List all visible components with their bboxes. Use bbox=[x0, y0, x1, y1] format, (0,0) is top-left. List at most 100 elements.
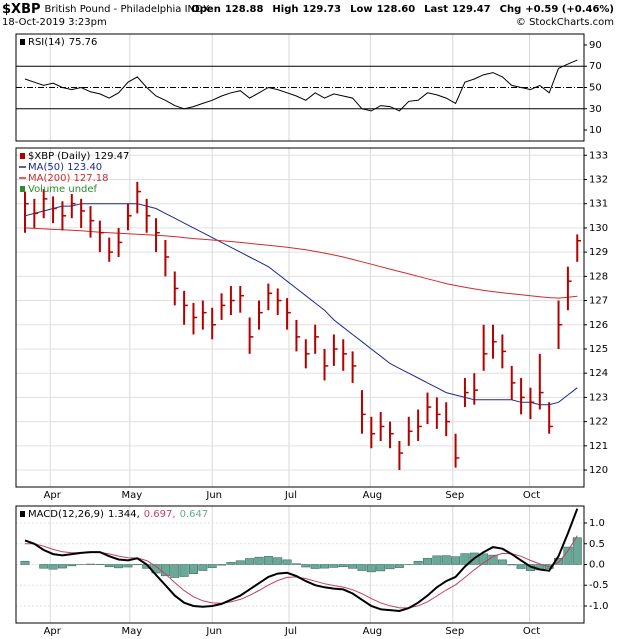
histogram-bar bbox=[273, 557, 283, 565]
histogram-bar bbox=[39, 564, 49, 569]
histogram-bar bbox=[320, 564, 329, 569]
moving-average bbox=[24, 203, 578, 406]
legend-entry: $XBP (Daily) 129.47 bbox=[28, 151, 129, 162]
histogram-bar bbox=[235, 560, 245, 565]
y-tick-label: 10 bbox=[589, 125, 602, 136]
x-tick-label: Jul bbox=[284, 490, 297, 501]
y-tick-label: 0.5 bbox=[589, 539, 605, 550]
x-tick-label: Oct bbox=[523, 626, 540, 637]
y-tick-label: 90 bbox=[589, 40, 602, 51]
y-tick-label: 50 bbox=[589, 83, 602, 94]
y-tick-label: 130 bbox=[589, 223, 608, 234]
histogram-bar bbox=[432, 555, 442, 565]
histogram-bar bbox=[394, 564, 404, 568]
legend-name: MA(50) 123.40 bbox=[28, 162, 102, 173]
x-tick-label: Oct bbox=[523, 490, 540, 501]
instrument-name: British Pound - Philadelphia INDX bbox=[45, 4, 210, 15]
y-tick-label: 0.0 bbox=[589, 560, 605, 571]
histogram-bar bbox=[291, 563, 301, 565]
legend-marker bbox=[20, 153, 25, 159]
y-tick-label: -1.0 bbox=[589, 601, 609, 612]
legend-marker bbox=[20, 186, 25, 192]
histogram-bar bbox=[179, 564, 189, 577]
legend-name: MACD(12,26,9) bbox=[28, 509, 104, 520]
y-tick-label: 122 bbox=[589, 417, 608, 428]
histogram-bar bbox=[413, 561, 423, 565]
legend-entry: MACD(12,26,9) 1.344, 0.697, 0.647 bbox=[28, 509, 208, 520]
y-tick-label: 132 bbox=[589, 174, 608, 185]
y-tick-label: 127 bbox=[589, 296, 608, 307]
date: 18-Oct-2019 3:23pm bbox=[2, 17, 107, 28]
y-tick-label: 70 bbox=[589, 61, 602, 72]
histogram-bar bbox=[385, 564, 395, 570]
quote: Open 128.88 High 129.73 Low 128.60 Last 129.47 C… bbox=[191, 4, 614, 15]
x-tick-label: Apr bbox=[44, 490, 62, 501]
histogram-bar bbox=[48, 564, 58, 570]
histogram-bar bbox=[338, 564, 348, 568]
y-tick-label: 120 bbox=[589, 465, 608, 476]
y-tick-label: 133 bbox=[589, 150, 608, 161]
histogram-bar bbox=[497, 559, 507, 565]
legend-entry: MA(200) 127.18 bbox=[28, 173, 109, 184]
quote-label: Last bbox=[424, 4, 448, 15]
histogram-bar bbox=[451, 556, 461, 565]
panel-frame bbox=[15, 505, 585, 624]
x-tick-label: Jun bbox=[205, 626, 222, 637]
histogram-bar bbox=[329, 564, 339, 568]
y-tick-label: -0.5 bbox=[589, 580, 609, 591]
x-tick-label: Aug bbox=[363, 626, 383, 637]
histogram-bar bbox=[226, 562, 236, 565]
histogram-bar bbox=[366, 564, 376, 573]
histogram-bar bbox=[245, 558, 255, 565]
legend-entry: Volume undef bbox=[28, 184, 98, 195]
header-title: $XBP British Pound - Philadelphia INDX bbox=[2, 2, 210, 17]
histogram-bar bbox=[67, 564, 77, 567]
quote-value: 129.73 bbox=[303, 4, 342, 15]
moving-average bbox=[24, 227, 578, 299]
histogram-bar bbox=[207, 564, 217, 568]
y-tick-label: 121 bbox=[589, 441, 608, 452]
legend-marker bbox=[20, 39, 25, 45]
y-tick-label: 128 bbox=[589, 271, 608, 282]
histogram-bar bbox=[114, 564, 124, 569]
y-tick-label: 1.0 bbox=[589, 518, 605, 529]
legend-entry: RSI(14) 75.76 bbox=[28, 37, 97, 48]
panel bbox=[16, 148, 584, 487]
x-tick-label: Sep bbox=[445, 490, 464, 501]
y-tick-label: 126 bbox=[589, 320, 608, 331]
panel-frame bbox=[15, 33, 585, 142]
histogram-bar bbox=[516, 564, 526, 569]
x-tick-label: Aug bbox=[363, 490, 383, 501]
quote-value: 128.88 bbox=[225, 4, 264, 15]
legend-value: 1.344, bbox=[108, 509, 140, 520]
histogram-bar bbox=[254, 556, 264, 565]
legend-name: RSI(14) bbox=[28, 37, 65, 48]
y-tick-label: 125 bbox=[589, 344, 608, 355]
legend-entry: MA(50) 123.40 bbox=[28, 162, 102, 173]
panel-frame bbox=[15, 147, 585, 488]
histogram-bar bbox=[479, 553, 489, 565]
x-tick-label: Jul bbox=[284, 626, 297, 637]
y-tick-label: 123 bbox=[589, 392, 608, 403]
quote-label: Open bbox=[191, 4, 221, 15]
histogram-bar bbox=[563, 546, 573, 565]
legend-value: 75.76 bbox=[69, 37, 98, 48]
quote-value: 128.60 bbox=[377, 4, 416, 15]
y-tick-label: 30 bbox=[589, 104, 602, 115]
legend-name: MA(200) 127.18 bbox=[28, 173, 109, 184]
macd-line bbox=[24, 508, 579, 613]
histogram-bar bbox=[198, 564, 208, 571]
histogram-bar bbox=[572, 537, 582, 565]
quote-label: Chg bbox=[500, 4, 522, 15]
credit: © StockCharts.com bbox=[516, 17, 614, 28]
x-tick-label: May bbox=[121, 490, 142, 501]
histogram-bar bbox=[57, 564, 67, 569]
histogram-bar bbox=[348, 564, 358, 569]
legend-value: 0.647 bbox=[180, 509, 209, 520]
y-tick-label: 131 bbox=[589, 199, 608, 210]
histogram-bar bbox=[170, 564, 180, 578]
legend-name: $XBP (Daily) bbox=[28, 151, 90, 162]
histogram-bar bbox=[376, 564, 386, 572]
rsi-line bbox=[24, 59, 578, 112]
